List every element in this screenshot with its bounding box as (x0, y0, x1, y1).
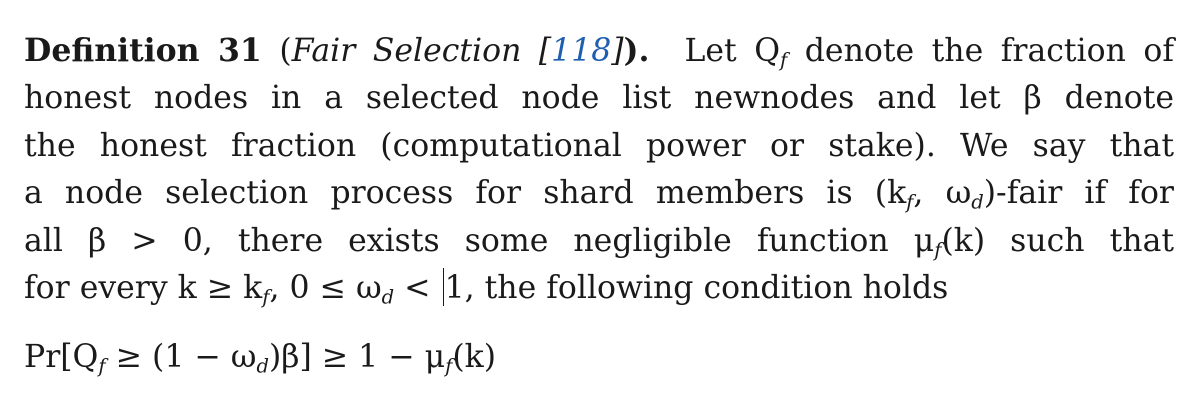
paren-close: ). (623, 32, 650, 69)
definition-title: Fair Selection [118] (291, 33, 624, 69)
definition-block: Definition 31 (Fair Selection [118]). Le… (24, 27, 1174, 312)
text-cursor (442, 268, 444, 307)
definition-line-6: for every k ≥ kf, 0 ≤ ωd < 1, the follow… (24, 268, 949, 309)
definition-line-2: honest nodes in a selected node list new… (24, 80, 1174, 117)
definition-line-3: the honest fraction (computational power… (24, 127, 1174, 164)
line-1-rest: denote the fraction of (787, 33, 1174, 69)
line-1-text: Let Q (684, 33, 781, 69)
condition-formula: Pr[Qf ≥ (1 − ωd)β] ≥ 1 − μf(k) (24, 339, 497, 378)
subscript-f: f (780, 48, 788, 72)
citation-link[interactable]: 118 (551, 33, 612, 69)
paren-open: ( (261, 33, 292, 69)
definition-line-1: Definition 31 (Fair Selection [118]). Le… (24, 27, 1174, 75)
definition-line-5: all β > 0, there exists some negligible … (24, 222, 1175, 262)
definition-line-4: a node selection process for shard membe… (24, 175, 1174, 214)
definition-label: Definition 31 (24, 32, 262, 69)
